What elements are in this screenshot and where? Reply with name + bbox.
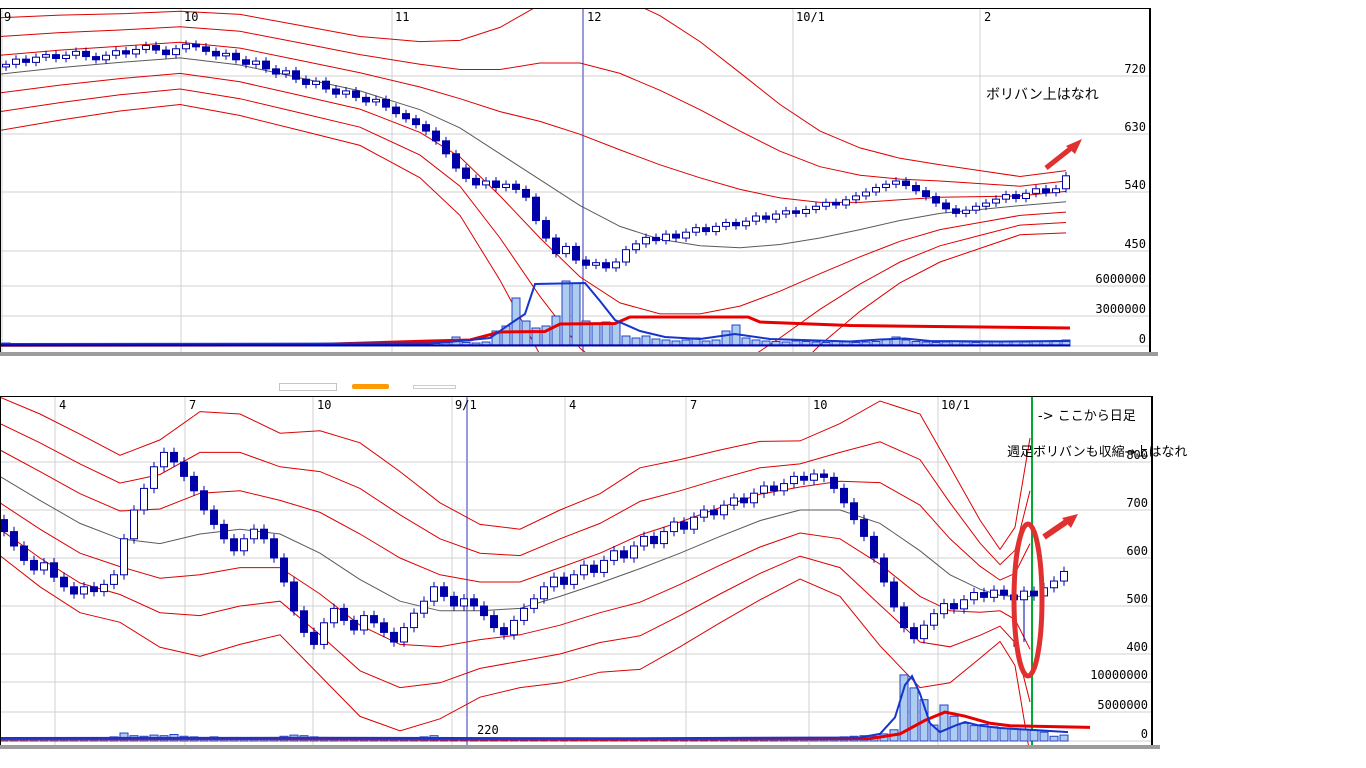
y-axis-tick-label: 0 (1139, 332, 1146, 346)
x-axis-label: 9/1 (455, 398, 477, 412)
x-axis-label: 10 (813, 398, 827, 412)
daily-chart[interactable]: 9 10 11 12 10/1 2 720 630 540 450 6000000 3000000 0 ボ… (0, 0, 1158, 463)
x-axis-label: 2 (984, 10, 991, 24)
daily-from-here-note: -> ここから日足 (1038, 409, 1136, 424)
daily-chart-candles (2, 40, 1070, 272)
trend-arrow (1042, 519, 1068, 540)
x-axis-label: 9 (4, 10, 11, 24)
y-axis-tick-label: 10000000 (1090, 668, 1148, 682)
x-axis-label: 10 (184, 10, 198, 24)
bollinger-breakout-note: ボリバン上はなれ (986, 87, 1099, 103)
y-axis-tick-label: 0 (1141, 727, 1148, 741)
chart-watermark: 220 (477, 723, 499, 737)
x-axis-label: 7 (690, 398, 697, 412)
y-axis-tick-label: 700 (1126, 496, 1148, 510)
y-axis-tick-label: 450 (1124, 237, 1146, 251)
panel-bottom-edge (0, 352, 1158, 356)
y-axis-tick-label: 600 (1126, 544, 1148, 558)
x-axis-label: 7 (189, 398, 196, 412)
daily-chart-volume-ma-lines (0, 281, 1071, 347)
x-axis-label: 12 (587, 10, 601, 24)
weekly-chart-bollinger-bands (0, 396, 1031, 745)
y-axis-tick-label: 800 (1126, 448, 1148, 462)
x-axis-label: 10/1 (941, 398, 970, 412)
y-axis-tick-label: 630 (1124, 120, 1146, 134)
highlight-ellipse (1011, 521, 1045, 679)
y-axis-tick-label: 540 (1124, 178, 1146, 192)
trend-arrow-head (1066, 139, 1082, 154)
y-axis-tick-label: 500 (1126, 592, 1148, 606)
trend-arrow-head (1062, 514, 1078, 528)
panel-bottom-edge (0, 745, 1160, 749)
weekly-chart-candles (0, 447, 1068, 650)
x-axis-label: 10 (317, 398, 331, 412)
y-axis-tick-label: 5000000 (1097, 698, 1148, 712)
x-axis-label: 11 (395, 10, 409, 24)
daily-chart-bollinger-bands (0, 8, 1067, 352)
period-button-active-orange[interactable] (352, 384, 389, 389)
weekly-chart[interactable]: 220 4 7 10 9/1 4 7 10 10/1 800 700 600 500 400 1000000… (0, 396, 1188, 755)
x-axis-label: 10/1 (796, 10, 825, 24)
y-axis-tick-label: 3000000 (1095, 302, 1146, 316)
weekly-chart-volume-ma-lines (0, 674, 1091, 741)
y-axis-tick-label: 400 (1126, 640, 1148, 654)
period-button-left[interactable] (279, 383, 337, 391)
x-axis-label: 4 (569, 398, 576, 412)
weekly-squeeze-note: 週足ボリバンも収縮→上はなれ (1007, 444, 1188, 460)
y-axis-tick-label: 720 (1124, 62, 1146, 76)
trend-arrow (1044, 147, 1072, 170)
period-button-right[interactable] (413, 385, 456, 389)
y-axis-tick-label: 6000000 (1095, 272, 1146, 286)
x-axis-label: 4 (59, 398, 66, 412)
